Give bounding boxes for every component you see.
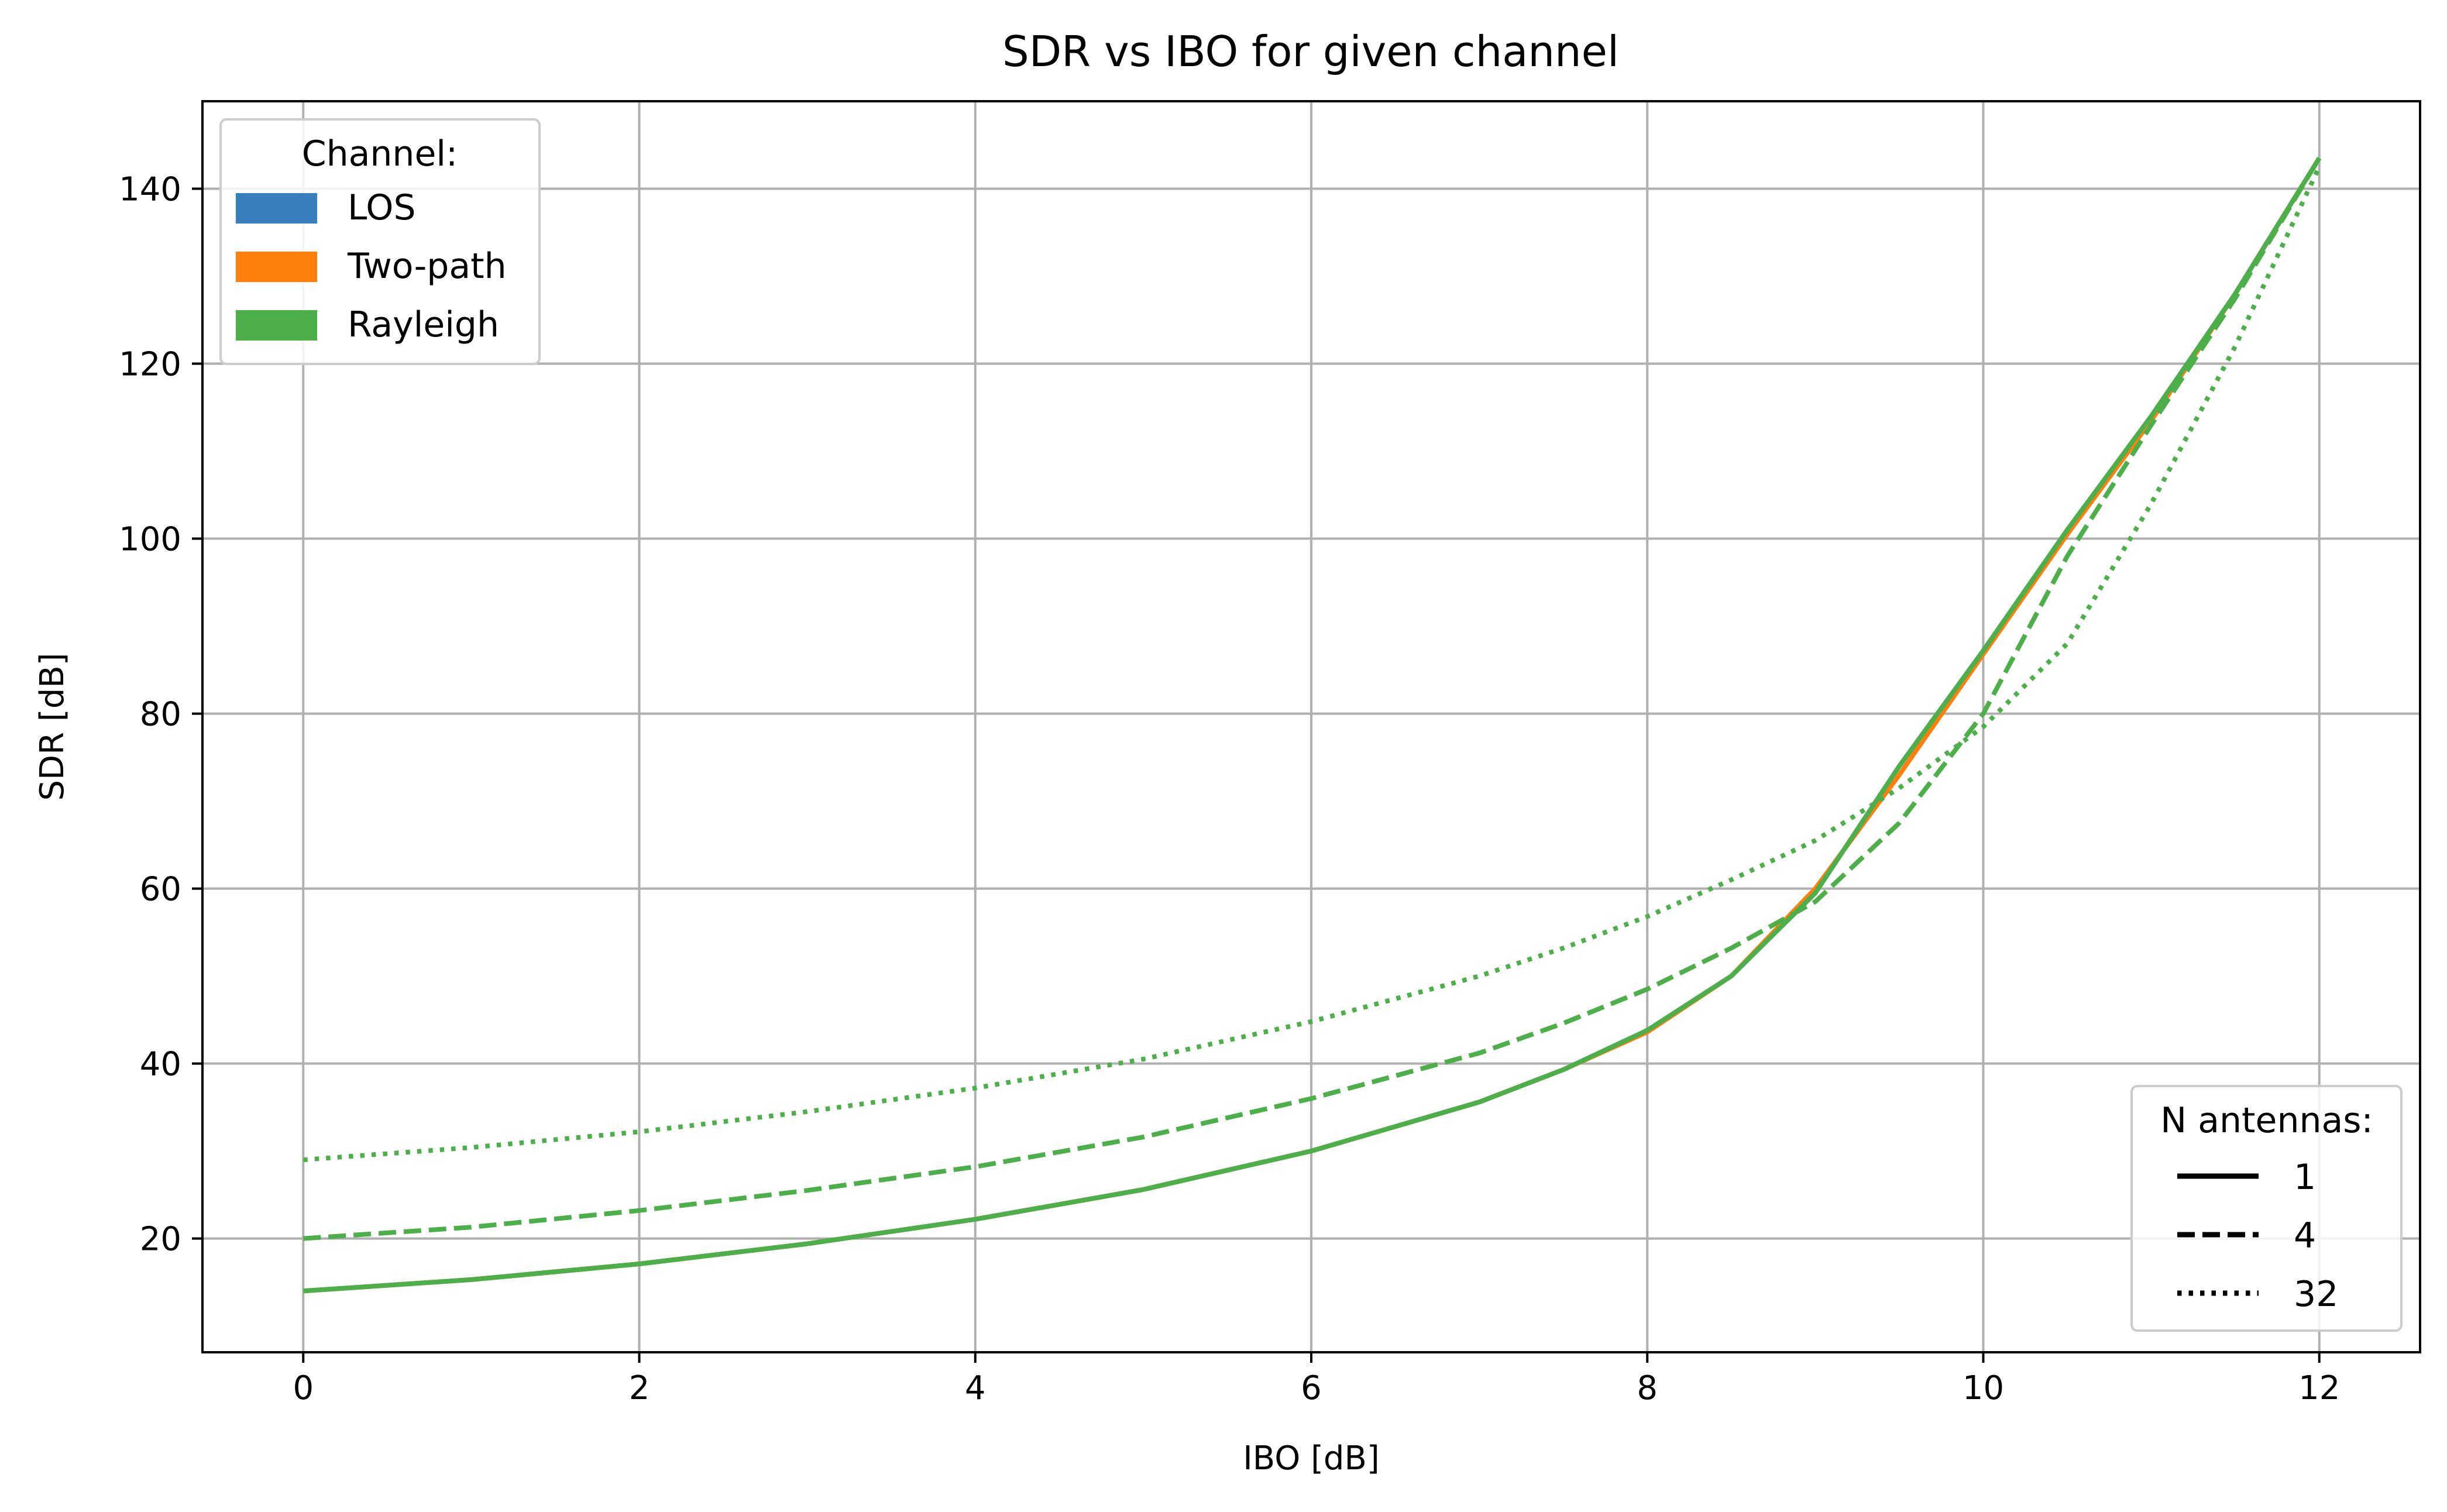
y-tick-label-2: 60: [140, 871, 181, 909]
y-tick-label-4: 100: [119, 521, 181, 559]
y-axis-label: SDR [dB]: [33, 652, 71, 800]
legend-antennas-label-32: 32: [2294, 1274, 2338, 1315]
y-tick-label-0: 20: [140, 1221, 181, 1259]
x-tick-label-5: 10: [1963, 1369, 2004, 1407]
axis-ticks: 0 2 4 6 8 10 12 20 40 60 80 100 120 140: [119, 171, 2340, 1407]
x-axis-label: IBO [dB]: [1243, 1439, 1380, 1477]
series-group: [303, 157, 2322, 1294]
series-rayleigh-32-line: [303, 166, 2322, 1163]
y-tick-label-6: 140: [119, 171, 181, 209]
legend-channel-label-rayleigh: Rayleigh: [348, 304, 499, 345]
x-tick-label-3: 6: [1301, 1369, 1322, 1407]
legend-channel-swatch-rayleigh: [236, 310, 317, 341]
legend-channel-label-two-path: Two-path: [347, 246, 507, 287]
y-tick-label-1: 40: [140, 1046, 181, 1084]
legend-channel-label-los: LOS: [348, 187, 416, 228]
legend-antennas-box: [2130, 1085, 2403, 1332]
legend-antennas-label-1: 1: [2294, 1157, 2316, 1198]
legend-channel-title: Channel:: [302, 133, 458, 174]
legend-channel-swatch-two-path: [236, 252, 317, 282]
series-rayleigh-4-line: [303, 157, 2322, 1241]
x-tick-label-4: 8: [1637, 1369, 1658, 1407]
x-tick-label-0: 0: [293, 1369, 314, 1407]
legend-channel-swatch-los: [236, 193, 317, 224]
legend-antennas-title: N antennas:: [2160, 1100, 2373, 1141]
y-tick-label-3: 80: [140, 696, 181, 734]
legend-channel: Channel: LOS Two-path Rayleigh: [219, 118, 541, 365]
x-tick-label-1: 2: [629, 1369, 650, 1407]
series-rayleigh-1-line: [303, 157, 2322, 1294]
grid: [202, 101, 2420, 1352]
x-tick-label-6: 12: [2298, 1369, 2340, 1407]
chart-title: SDR vs IBO for given channel: [1002, 27, 1619, 76]
legend-channel-box: [219, 118, 541, 365]
x-tick-label-2: 4: [965, 1369, 986, 1407]
legend-antennas: N antennas: 1 4 32: [2130, 1085, 2403, 1332]
y-tick-label-5: 120: [119, 346, 181, 384]
legend-antennas-label-4: 4: [2294, 1215, 2316, 1256]
